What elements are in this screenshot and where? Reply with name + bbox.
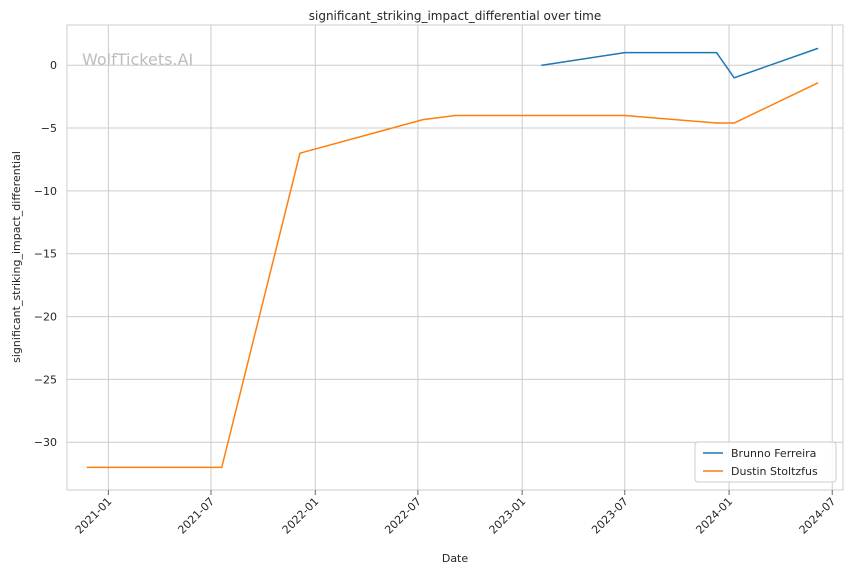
legend-box xyxy=(694,441,837,483)
y-tick-label: −25 xyxy=(34,373,57,386)
data-point xyxy=(541,64,543,67)
series-0 xyxy=(541,47,819,79)
data-point xyxy=(623,114,626,117)
series-lines xyxy=(86,47,819,469)
data-point xyxy=(623,51,626,54)
y-tick-label: −30 xyxy=(34,436,57,449)
data-point xyxy=(715,122,718,124)
grid xyxy=(67,25,843,490)
legend: Brunno Ferreira Dustin Stoltzfus xyxy=(694,441,837,483)
data-point xyxy=(422,118,424,121)
data-point xyxy=(86,466,89,469)
x-axis-label: Date xyxy=(442,552,469,565)
chart-title: significant_striking_impact_differential… xyxy=(309,9,601,23)
y-axis-ticks: 0 −5 −10 −15 −20 −25 −30 xyxy=(34,59,57,449)
watermark: WolfTickets.AI xyxy=(82,50,193,69)
y-tick-label: −15 xyxy=(34,248,57,261)
data-point xyxy=(733,122,735,124)
y-tick-label: −10 xyxy=(34,185,57,198)
data-point xyxy=(816,82,819,84)
y-tick-label: 0 xyxy=(50,59,57,72)
y-tick-label: −20 xyxy=(34,311,57,324)
data-point xyxy=(220,466,223,469)
data-point xyxy=(454,114,457,117)
data-point xyxy=(299,152,301,154)
legend-label: Brunno Ferreira xyxy=(731,447,816,460)
y-axis-label: significant_striking_impact_differential xyxy=(10,151,23,363)
series-1 xyxy=(86,82,819,469)
plot-area-border xyxy=(66,24,844,491)
legend-label: Dustin Stoltzfus xyxy=(731,465,818,478)
y-tick-label: −5 xyxy=(41,122,57,135)
data-point xyxy=(715,51,718,54)
data-point xyxy=(816,47,819,50)
data-point xyxy=(733,76,735,79)
